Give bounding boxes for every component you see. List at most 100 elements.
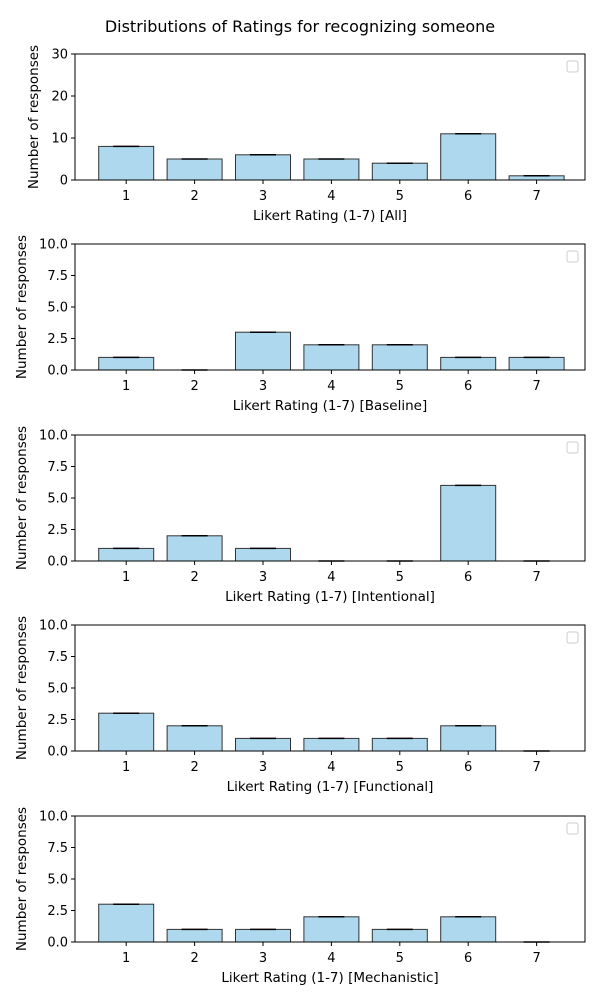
bar-rating-5 — [371, 737, 428, 752]
x-tick-label: 4 — [327, 951, 335, 966]
y-axis-title: Number of responses — [14, 616, 30, 760]
subplot-3: 0.0 2.5 5.0 7.5 10.0 1 2 3 4 5 6 7 Likert Rating (1-… — [14, 426, 586, 605]
y-tick-label: 2.5 — [47, 332, 68, 347]
bar-rating-5 — [371, 344, 428, 371]
x-axis-title: Likert Rating (1-7) [Functional] — [227, 779, 434, 795]
y-tick-label: 5.0 — [47, 492, 68, 507]
x-tick-label: 6 — [464, 379, 472, 394]
legend-box — [566, 250, 579, 263]
x-tick-label: 2 — [190, 760, 198, 775]
bar-rating-5 — [371, 928, 428, 943]
x-axis-title: Likert Rating (1-7) [Mechanistic] — [221, 970, 438, 986]
y-tick-label: 5.0 — [47, 301, 68, 316]
y-tick-label: 7.5 — [47, 460, 68, 475]
figure-title: Distributions of Ratings for recognizing… — [104, 17, 496, 36]
x-tick-label: 3 — [259, 189, 267, 204]
x-tick-label: 6 — [464, 760, 472, 775]
bar-rating-3 — [235, 928, 291, 943]
y-tick-label: 7.5 — [47, 841, 68, 856]
subplot-1: 0 10 20 30 1 2 3 4 5 6 7 Likert Rating (1-7) [All] N… — [26, 45, 586, 224]
x-axis-title: Likert Rating (1-7) [Baseline] — [233, 398, 428, 414]
y-tick-label: 10.0 — [39, 619, 68, 634]
bar-rating-1 — [98, 712, 155, 752]
legend-box — [566, 822, 579, 835]
bar-rating-4 — [303, 158, 360, 181]
x-tick-label: 7 — [532, 570, 540, 585]
x-tick-label: 5 — [396, 379, 404, 394]
y-tick-label: 2.5 — [47, 713, 68, 728]
y-tick-label: 30 — [51, 48, 68, 63]
bar-rating-2 — [166, 725, 223, 752]
y-tick-label: 0.0 — [47, 936, 68, 951]
axes-frame — [74, 434, 586, 562]
y-tick-label: 0 — [60, 174, 68, 189]
x-tick-label: 7 — [532, 379, 540, 394]
x-tick-label: 2 — [190, 570, 198, 585]
y-tick-label: 7.5 — [47, 269, 68, 284]
x-tick-label: 3 — [259, 951, 267, 966]
bar-rating-6 — [440, 133, 497, 181]
bar-rating-3 — [235, 737, 291, 752]
bar-rating-2 — [166, 535, 223, 562]
x-tick-label: 7 — [532, 189, 540, 204]
x-tick-label: 7 — [532, 951, 540, 966]
bar-rating-4 — [303, 344, 360, 371]
bar-rating-2 — [166, 928, 223, 943]
x-tick-label: 1 — [122, 951, 130, 966]
y-axis-title: Number of responses — [14, 426, 30, 570]
bar-rating-7 — [508, 356, 565, 371]
x-tick-label: 3 — [259, 379, 267, 394]
x-tick-label: 6 — [464, 189, 472, 204]
x-tick-label: 5 — [396, 951, 404, 966]
bar-rating-3 — [235, 547, 291, 562]
x-tick-label: 2 — [190, 379, 198, 394]
axes-frame — [74, 53, 586, 181]
bar-rating-6 — [440, 916, 497, 943]
x-tick-label: 7 — [532, 760, 540, 775]
bar-rating-5 — [371, 162, 428, 181]
y-tick-label: 0.0 — [47, 555, 68, 570]
x-tick-label: 1 — [122, 760, 130, 775]
legend-box — [566, 441, 579, 454]
bar-rating-6 — [440, 725, 497, 752]
bar-rating-6 — [440, 356, 497, 371]
x-tick-label: 5 — [396, 570, 404, 585]
y-axis-title: Number of responses — [14, 807, 30, 951]
y-tick-label: 2.5 — [47, 523, 68, 538]
x-tick-label: 6 — [464, 570, 472, 585]
y-tick-label: 7.5 — [47, 650, 68, 665]
legend-box — [566, 631, 579, 644]
bar-rating-3 — [235, 154, 291, 181]
y-axis-title: Number of responses — [26, 45, 42, 189]
y-axis-title: Number of responses — [14, 235, 30, 379]
bar-rating-1 — [98, 547, 155, 562]
x-tick-label: 1 — [122, 189, 130, 204]
y-tick-label: 10.0 — [39, 429, 68, 444]
x-tick-label: 2 — [190, 189, 198, 204]
bar-rating-2 — [166, 158, 223, 181]
x-tick-label: 4 — [327, 189, 335, 204]
x-tick-label: 6 — [464, 951, 472, 966]
bar-rating-6 — [440, 484, 497, 562]
bar-rating-3 — [235, 331, 291, 371]
bar-rating-1 — [98, 145, 155, 181]
x-tick-label: 4 — [327, 379, 335, 394]
x-tick-label: 5 — [396, 189, 404, 204]
subplot-5: 0.0 2.5 5.0 7.5 10.0 1 2 3 4 5 6 7 Likert Rating (1-… — [14, 807, 586, 986]
y-tick-label: 0.0 — [47, 364, 68, 379]
bar-rating-4 — [303, 737, 360, 752]
x-tick-label: 1 — [122, 570, 130, 585]
y-tick-label: 10.0 — [39, 810, 68, 825]
y-tick-label: 0.0 — [47, 745, 68, 760]
x-tick-label: 3 — [259, 570, 267, 585]
bar-rating-1 — [98, 903, 155, 943]
bar-rating-4 — [303, 916, 360, 943]
x-tick-label: 3 — [259, 760, 267, 775]
x-axis-title: Likert Rating (1-7) [All] — [253, 208, 407, 224]
y-tick-label: 20 — [51, 90, 68, 105]
y-tick-label: 10.0 — [39, 238, 68, 253]
subplot-4: 0.0 2.5 5.0 7.5 10.0 1 2 3 4 5 6 7 Likert Rating (1-… — [14, 616, 586, 795]
x-tick-label: 4 — [327, 760, 335, 775]
x-tick-label: 5 — [396, 760, 404, 775]
